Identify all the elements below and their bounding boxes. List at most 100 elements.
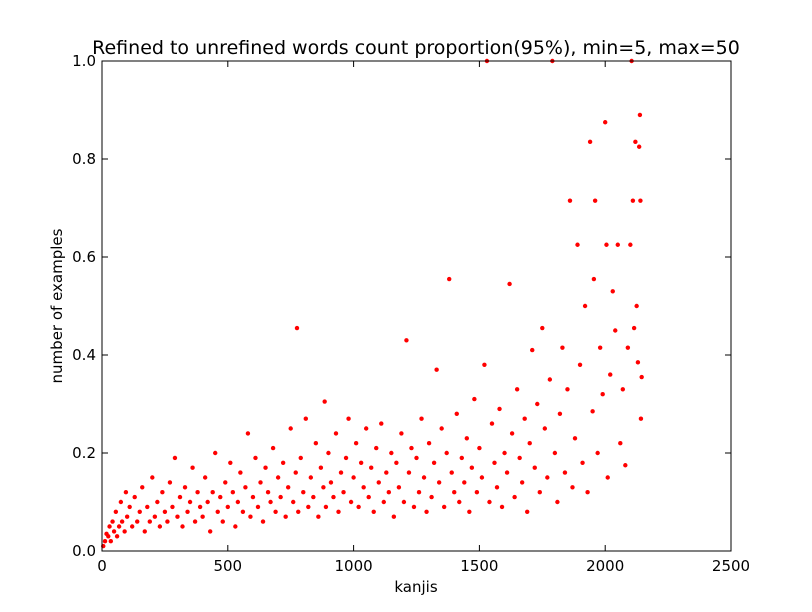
data-point-127 <box>401 499 407 505</box>
data-point-207 <box>600 392 605 397</box>
data-point-51 <box>215 509 220 514</box>
data-point-107 <box>351 475 356 480</box>
data-point-10 <box>116 524 122 529</box>
data-point-13 <box>122 529 127 534</box>
data-point-20 <box>137 509 142 514</box>
data-point-229 <box>638 416 644 421</box>
data-point-19 <box>135 519 140 524</box>
data-point-82 <box>293 470 298 475</box>
data-point-4 <box>107 524 112 529</box>
data-point-208 <box>603 120 608 125</box>
y-tick-label-4: 0.8 <box>72 150 96 168</box>
y-tick-label-3: 0.6 <box>72 248 96 266</box>
data-point-189 <box>557 411 563 416</box>
data-point-73 <box>270 445 276 451</box>
data-point-6 <box>110 519 115 524</box>
data-point-134 <box>419 416 424 421</box>
data-point-78 <box>283 514 288 519</box>
data-point-94 <box>321 485 326 490</box>
data-point-184 <box>545 475 550 480</box>
data-point-121 <box>386 490 392 495</box>
data-point-53 <box>220 519 225 524</box>
data-point-1 <box>102 539 108 544</box>
y-tick-label-0: 0.0 <box>72 542 96 560</box>
data-point-153 <box>467 509 472 514</box>
data-point-106 <box>348 499 354 505</box>
data-point-211 <box>608 372 613 377</box>
data-point-103 <box>341 490 346 495</box>
data-point-28 <box>157 524 163 529</box>
data-point-46 <box>202 475 208 480</box>
data-point-133 <box>416 490 422 495</box>
data-point-108 <box>353 441 359 446</box>
data-point-86 <box>301 490 306 495</box>
data-point-74 <box>273 509 278 514</box>
data-point-196 <box>575 242 580 247</box>
data-point-90 <box>311 494 316 500</box>
data-point-174 <box>519 480 525 485</box>
data-point-81 <box>291 499 296 505</box>
y-tick-label-5: 1.0 <box>72 52 96 70</box>
data-point-148 <box>454 411 459 416</box>
data-point-93 <box>318 465 324 470</box>
data-point-166 <box>499 504 505 510</box>
data-point-216 <box>620 387 626 392</box>
x-tick-label-3: 1500 <box>460 557 498 575</box>
data-point-80 <box>288 426 293 431</box>
data-point-105 <box>346 416 351 421</box>
data-point-7 <box>111 529 117 534</box>
data-point-136 <box>424 509 429 514</box>
data-point-126 <box>399 431 404 436</box>
data-point-85 <box>298 455 303 461</box>
data-point-188 <box>555 499 560 505</box>
data-point-202 <box>590 409 595 414</box>
data-point-32 <box>167 480 173 485</box>
data-point-129 <box>406 470 412 475</box>
data-point-192 <box>565 387 570 392</box>
data-point-227 <box>637 112 643 118</box>
data-point-91 <box>313 441 319 446</box>
data-point-206 <box>597 345 603 350</box>
data-point-27 <box>155 499 160 505</box>
data-point-137 <box>426 441 432 446</box>
data-point-224 <box>634 303 639 309</box>
data-point-222 <box>631 325 637 331</box>
data-point-109 <box>356 504 361 510</box>
data-point-115 <box>371 509 376 514</box>
data-point-131 <box>411 504 417 510</box>
data-point-130 <box>409 445 414 451</box>
data-point-164 <box>494 485 500 490</box>
data-point-68 <box>258 480 263 485</box>
data-point-168 <box>504 470 510 475</box>
data-point-213 <box>613 328 618 333</box>
data-point-120 <box>384 470 389 475</box>
data-point-114 <box>369 465 374 470</box>
data-point-228 <box>638 198 643 203</box>
data-point-47 <box>205 499 210 505</box>
data-point-55 <box>225 504 230 510</box>
data-point-190 <box>560 345 565 350</box>
data-point-95 <box>322 399 327 404</box>
data-point-63 <box>245 431 251 436</box>
data-point-117 <box>376 480 381 485</box>
x-tick-label-1: 500 <box>213 557 242 575</box>
data-point-87 <box>303 416 308 421</box>
data-point-177 <box>527 441 532 446</box>
data-point-49 <box>210 490 215 495</box>
data-point-138 <box>429 494 434 500</box>
data-point-152 <box>464 436 470 441</box>
x-axis-label: kanjis <box>394 578 437 596</box>
data-point-151 <box>462 480 467 485</box>
data-point-162 <box>489 421 495 426</box>
data-point-61 <box>240 509 246 514</box>
data-point-159 <box>482 362 487 367</box>
data-point-175 <box>522 416 527 421</box>
data-point-209 <box>604 242 609 247</box>
x-tick-label-0: 0 <box>97 557 107 575</box>
data-point-48 <box>207 529 213 534</box>
data-point-50 <box>213 450 218 456</box>
data-point-183 <box>542 426 548 431</box>
data-point-230 <box>639 374 644 380</box>
data-point-165 <box>497 406 502 412</box>
data-point-150 <box>459 455 464 461</box>
